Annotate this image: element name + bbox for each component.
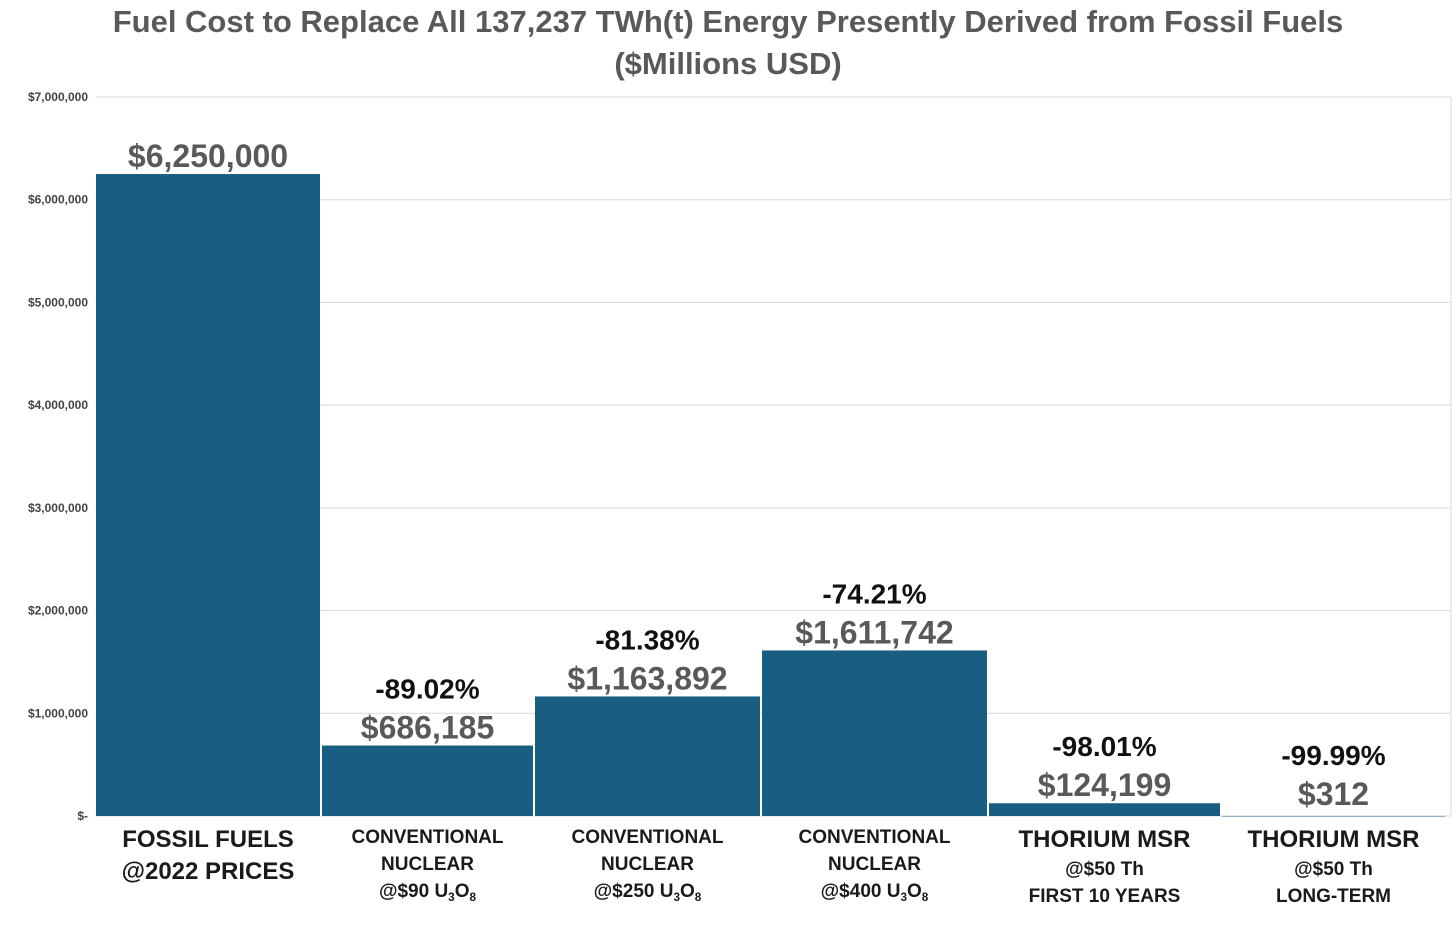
bar [535,696,760,816]
chart-title: Fuel Cost to Replace All 137,237 TWh(t) … [112,4,1344,39]
category-label: CONVENTIONAL NUCLEAR @$400 U3O8 [798,827,951,905]
value-label: $124,199 [1038,767,1171,803]
y-tick-label: $6,000,000 [28,193,88,207]
value-label: $312 [1298,776,1369,812]
y-tick-label: $2,000,000 [28,604,88,618]
value-label: $686,185 [361,710,494,746]
y-tick-label: $5,000,000 [28,295,88,309]
value-label: $1,611,742 [795,614,953,650]
bar [762,650,987,816]
change-label: -99.99% [1281,740,1385,771]
change-label: -74.21% [822,578,926,609]
change-label: -89.02% [375,674,479,705]
category-label: THORIUM MSR @$50 Th FIRST 10 YEARS [1018,826,1191,907]
category-label: THORIUM MSR @$50 Th LONG-TERM [1247,826,1420,907]
y-tick-label: $- [77,809,88,823]
category-label: CONVENTIONAL NUCLEAR @$250 U3O8 [571,827,724,905]
y-tick-label: $3,000,000 [28,501,88,515]
change-label: -98.01% [1052,731,1156,762]
category-label: FOSSIL FUELS @2022 PRICES [121,826,295,885]
y-tick-label: $4,000,000 [28,398,88,412]
change-label: -81.38% [595,624,699,655]
bar [989,803,1220,816]
bar [96,174,320,817]
y-tick-label: $1,000,000 [28,706,88,720]
bar [322,745,533,816]
chart-subtitle: ($Millions USD) [614,46,842,81]
value-label: $1,163,892 [567,660,727,696]
bar [1222,815,1445,817]
category-label: CONVENTIONAL NUCLEAR @$90 U3O8 [351,827,504,905]
value-label: $6,250,000 [128,138,288,174]
y-tick-label: $7,000,000 [28,90,88,104]
